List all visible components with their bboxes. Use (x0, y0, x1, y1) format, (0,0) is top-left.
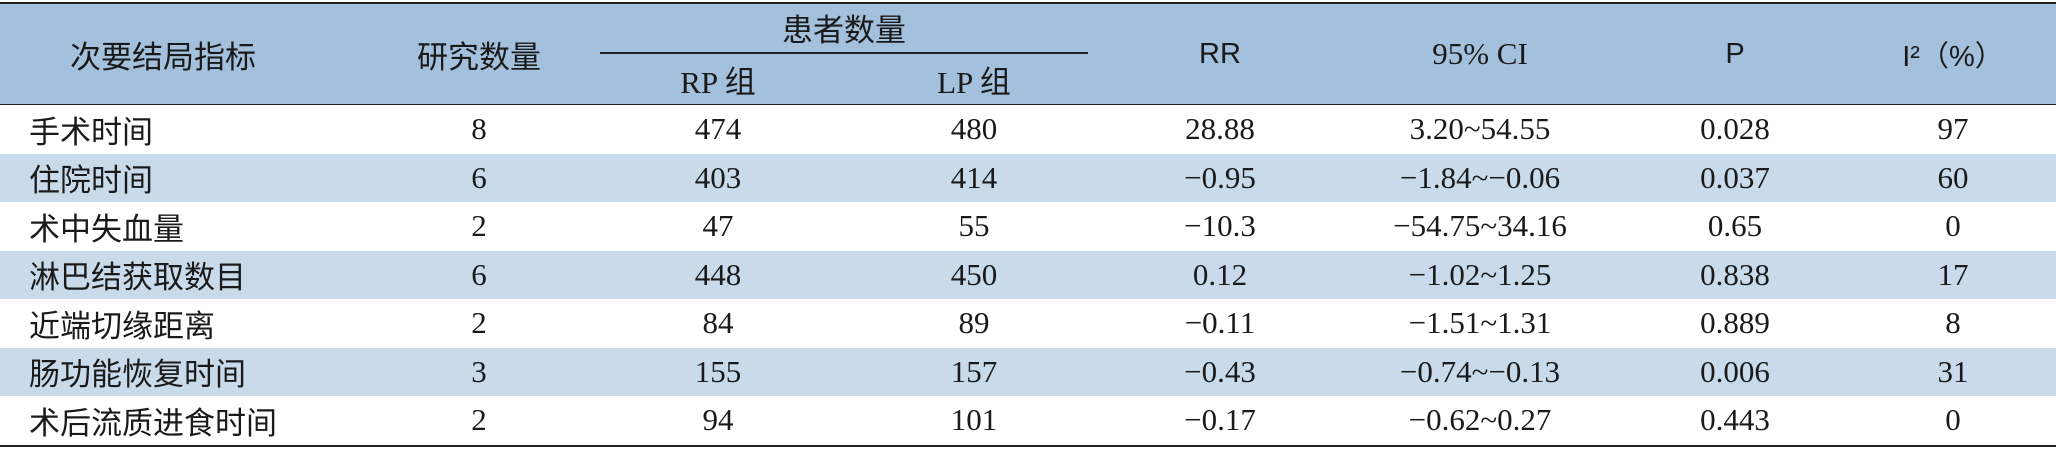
table-cell: 84 (702, 305, 734, 341)
table-row: 手术时间 8 474 480 28.88 3.20~54.55 0.028 97 (0, 105, 2056, 154)
table-cell: 450 (848, 250, 1100, 299)
table-row: 近端切缘距离 2 84 89 −0.11 −1.51~1.31 0.889 8 (0, 299, 2056, 348)
table-cell: 6 (370, 153, 588, 202)
header-cell: I²（%） (1850, 3, 2056, 105)
table-cell: 28.88 (1185, 111, 1255, 147)
table-cell: 近端切缘距离 (29, 308, 215, 344)
table-cell: 肠功能恢复时间 (0, 347, 370, 396)
table-cell: −0.95 (1100, 153, 1340, 202)
table-cell: 住院时间 (0, 153, 370, 202)
table-cell: 474 (694, 111, 742, 147)
table-cell: 0.889 (1700, 305, 1770, 341)
table-cell: −1.02~1.25 (1340, 250, 1620, 299)
table-cell: 0.037 (1620, 153, 1850, 202)
table-cell: 0.006 (1620, 347, 1850, 396)
table-cell: −0.43 (1100, 347, 1340, 396)
table-cell: 89 (958, 305, 990, 341)
table-cell: −0.62~0.27 (1408, 402, 1552, 438)
table-cell: −0.11 (1184, 305, 1256, 341)
table-cell: 淋巴结获取数目 (0, 250, 370, 299)
table-cell: −1.84~−0.06 (1340, 153, 1620, 202)
table-cell: 94 (702, 402, 734, 438)
table-cell: 101 (950, 402, 998, 438)
table-cell: −1.51~1.31 (1408, 305, 1552, 341)
table-cell: 0 (1945, 208, 1961, 244)
table-cell: 55 (958, 208, 990, 244)
table-cell: 3.20~54.55 (1409, 111, 1551, 147)
table-cell: 2 (471, 208, 487, 244)
table-cell: 3 (370, 347, 588, 396)
table-cell: 17 (1850, 250, 2056, 299)
table-cell: 8 (1945, 305, 1961, 341)
table-cell: 0.838 (1620, 250, 1850, 299)
table-cell: −54.75~34.16 (1393, 208, 1567, 244)
table-cell: 术中失血量 (29, 211, 184, 247)
table-cell: 403 (588, 153, 848, 202)
table-cell: 414 (848, 153, 1100, 202)
table-cell: 155 (588, 347, 848, 396)
header-cell: 95% CI (1340, 3, 1620, 105)
table-cell: 6 (370, 250, 588, 299)
table-cell: −10.3 (1184, 208, 1256, 244)
table-cell: 157 (848, 347, 1100, 396)
table-row: 住院时间 6 403 414 −0.95 −1.84~−0.06 0.037 60 (0, 153, 2056, 202)
table-cell: 0.12 (1100, 250, 1340, 299)
table-cell: 480 (950, 111, 998, 147)
header-row: 次要结局指标 研究数量 患者数量 RR 95% CI P I²（%） (0, 3, 2056, 105)
table-cell: 448 (588, 250, 848, 299)
table-cell: 术后流质进食时间 (29, 405, 277, 441)
table-cell: 31 (1850, 347, 2056, 396)
header-cell: 次要结局指标 (0, 3, 370, 105)
table-cell: −0.17 (1184, 402, 1256, 438)
header-cell: P (1620, 3, 1850, 105)
table-cell: 60 (1850, 153, 2056, 202)
table-row: 淋巴结获取数目 6 448 450 0.12 −1.02~1.25 0.838 17 (0, 250, 2056, 299)
header-cell: RR (1100, 3, 1340, 105)
header-subcell: LP 组 (848, 54, 1100, 105)
table-row: 肠功能恢复时间 3 155 157 −0.43 −0.74~−0.13 0.006 31 (0, 347, 2056, 396)
table-header: 次要结局指标 研究数量 患者数量 RR 95% CI P I²（%） RP 组 LP 组 (0, 3, 2056, 105)
table-cell: 47 (702, 208, 734, 244)
table-cell: 0.443 (1700, 402, 1770, 438)
table-row: 术中失血量 2 47 55 −10.3 −54.75~34.16 0.65 0 (0, 202, 2056, 251)
table-cell: 0.028 (1700, 111, 1770, 147)
table-cell: 0 (1945, 402, 1961, 438)
header-subcell: RP 组 (588, 54, 848, 105)
header-group: 患者数量 (588, 3, 1100, 54)
table-row: 术后流质进食时间 2 94 101 −0.17 −0.62~0.27 0.443 0 (0, 396, 2056, 446)
table-cell: 2 (471, 305, 487, 341)
header-cell: 研究数量 (370, 3, 588, 105)
table-cell: 2 (471, 402, 487, 438)
header-group-label: 患者数量 (600, 5, 1088, 54)
table-body: 手术时间 8 474 480 28.88 3.20~54.55 0.028 97 住院时间 6 40… (0, 105, 2056, 446)
table-cell: 97 (1937, 111, 1969, 147)
table-cell: −0.74~−0.13 (1340, 347, 1620, 396)
header-subrow: RP 组 LP 组 (0, 54, 2056, 105)
table-cell: 手术时间 (29, 114, 153, 150)
table-cell: 8 (471, 111, 487, 147)
table-cell: 0.65 (1707, 208, 1763, 244)
